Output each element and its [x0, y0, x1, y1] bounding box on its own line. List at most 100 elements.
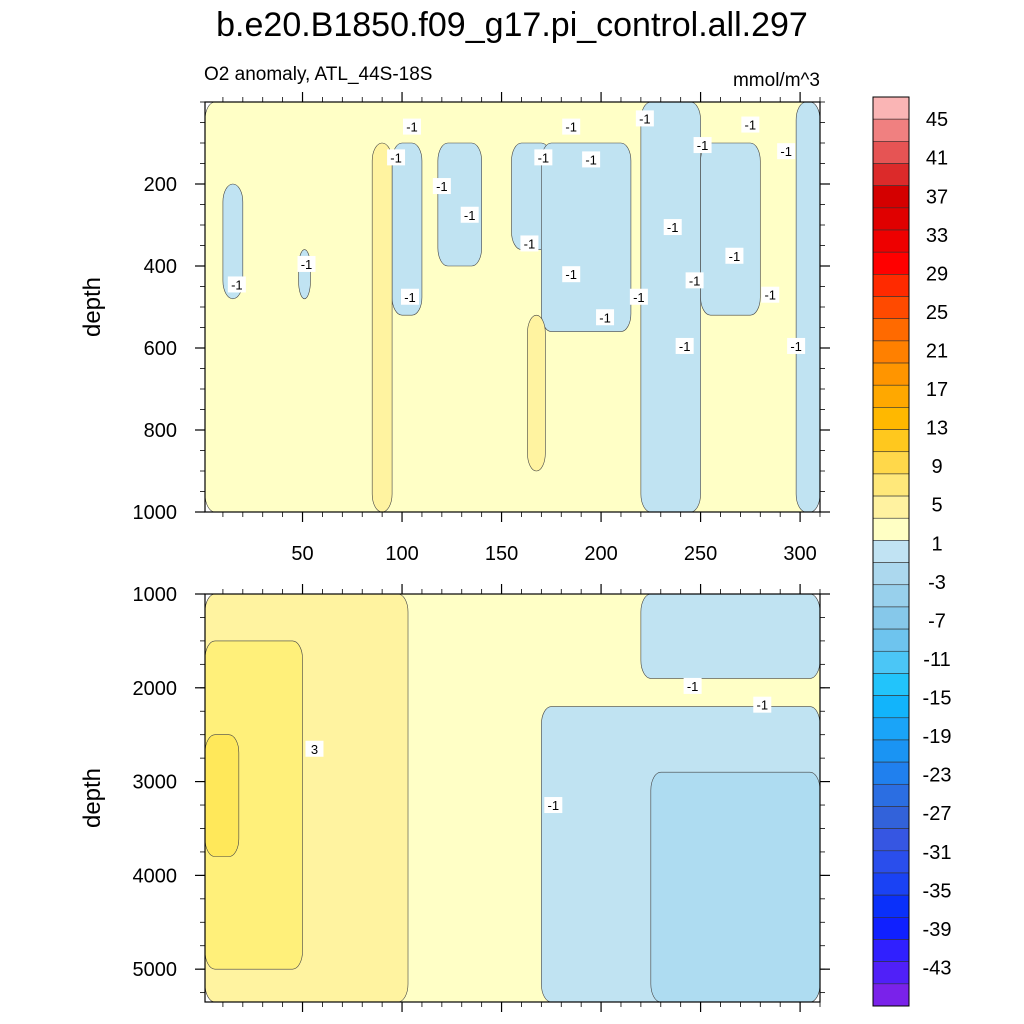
chart-units-label: mmol/m^3: [733, 70, 820, 91]
colorbar-swatch-30: [872, 761, 910, 785]
colorbar-swatch-15: [872, 429, 910, 453]
colorbar-swatch-33: [872, 828, 910, 852]
colorbar-swatch-29: [872, 739, 910, 763]
contour-label-upper-2: -1: [432, 178, 451, 195]
colorbar-label-4: 29: [926, 263, 948, 285]
contour-label-text: -1: [390, 150, 402, 165]
y-tick-label-lower-0: 1000: [133, 584, 178, 606]
contour-region-lower-5: [640, 593, 821, 679]
contour-label-lower-2: -1: [683, 677, 702, 694]
colorbar-swatch-26: [872, 673, 910, 696]
contour-label-upper-4: -1: [562, 118, 581, 135]
colorbar-swatch-28: [872, 717, 910, 741]
colorbar-swatch-19: [872, 517, 910, 541]
colorbar-label-3: 33: [926, 225, 948, 247]
colorbar-swatch-31: [872, 783, 910, 807]
colorbar-label-12: -3: [928, 572, 946, 594]
colorbar-swatch-40: [872, 983, 910, 1007]
contour-label-text: -1: [524, 236, 536, 251]
contour-label-upper-9: -1: [741, 116, 760, 133]
colorbar-swatch-23: [872, 606, 910, 630]
contour-label-upper-13: -1: [297, 255, 316, 272]
colorbar-swatch-34: [872, 850, 910, 874]
contour-label-lower-3: -1: [753, 696, 772, 713]
contour-label-upper-16: -1: [562, 266, 581, 283]
contour-label-text: -1: [790, 339, 802, 354]
lower-panel: 3 -1 -1 -1 1000 2000 3000 4000 5000 depth: [79, 584, 830, 1012]
contour-region-upper-10: [371, 142, 393, 513]
colorbar-label-8: 13: [926, 418, 948, 440]
colorbar-swatch-11: [872, 340, 910, 364]
contour-region-upper-9: [700, 142, 761, 316]
y-tick-label-lower-3: 4000: [133, 865, 178, 887]
colorbar: 45 41 37 33 29 25 21 17 13 9 5 1 -3 -7 -11 -15 -19 -23 -27…: [872, 96, 952, 1007]
y-tick-label-upper-2: 600: [144, 338, 177, 360]
contour-label-upper-5: -1: [534, 149, 553, 166]
colorbar-swatch-6: [872, 229, 910, 253]
colorbar-frame: [872, 96, 910, 1007]
colorbar-swatch-10: [872, 318, 910, 342]
contour-label-text: -1: [585, 152, 597, 167]
contour-label-text: -1: [667, 220, 679, 235]
contour-label-text: -1: [745, 118, 757, 133]
contour-label-text: -1: [538, 150, 550, 165]
colorbar-swatch-14: [872, 407, 910, 430]
contour-label-text: -1: [464, 208, 476, 223]
colorbar-swatch-3: [872, 163, 910, 186]
contour-label-upper-0: -1: [402, 118, 421, 135]
contour-label-text: -1: [679, 339, 691, 354]
y-axis-label-upper: depth: [79, 277, 106, 337]
colorbar-swatch-18: [872, 495, 910, 519]
colorbar-label-14: -11: [923, 649, 950, 671]
contour-label-upper-14: -1: [227, 276, 246, 293]
colorbar-swatch-16: [872, 451, 910, 475]
colorbar-swatch-0: [872, 96, 910, 120]
colorbar-label-20: -35: [923, 880, 952, 902]
x-tick-label-5: 300: [783, 543, 816, 565]
y-tick-label-upper-4: 1000: [133, 502, 178, 524]
colorbar-swatch-20: [872, 540, 910, 563]
contour-label-text: -1: [301, 257, 313, 272]
contour-label-text: -1: [697, 138, 709, 153]
colorbar-label-13: -7: [928, 610, 946, 632]
contour-label-text: -1: [687, 679, 699, 694]
contour-label-text: -1: [639, 111, 651, 126]
colorbar-label-5: 25: [926, 302, 948, 324]
x-tick-label-1: 100: [385, 543, 418, 565]
colorbar-swatch-32: [872, 806, 910, 829]
colorbar-swatch-35: [872, 872, 910, 896]
contour-label-upper-20: -1: [725, 247, 744, 264]
colorbar-swatch-38: [872, 939, 910, 962]
colorbar-swatch-24: [872, 628, 910, 652]
x-tick-label-0: 50: [291, 543, 313, 565]
contour-label-lower-0: 3: [305, 740, 324, 757]
contour-label-upper-23: -1: [787, 337, 806, 354]
colorbar-swatch-9: [872, 296, 910, 320]
contour-label-upper-3: -1: [460, 206, 479, 223]
x-tick-label-2: 150: [485, 543, 518, 565]
colorbar-label-17: -23: [923, 765, 952, 787]
colorbar-label-0: 45: [926, 109, 948, 131]
y-axis-label-lower: depth: [79, 768, 106, 828]
contour-label-upper-8: -1: [693, 137, 712, 154]
y-tick-label-upper-1: 400: [144, 256, 177, 278]
y-tick-label-lower-2: 3000: [133, 772, 178, 794]
contour-label-upper-1: -1: [387, 149, 406, 166]
contour-region-upper-1: [640, 101, 701, 513]
colorbar-swatch-21: [872, 562, 910, 586]
contour-label-text: -1: [689, 273, 701, 288]
colorbar-label-22: -43: [923, 957, 952, 979]
colorbar-swatch-2: [872, 141, 910, 164]
colorbar-swatch-7: [872, 251, 910, 275]
contour-label-text: -1: [599, 310, 611, 325]
colorbar-label-18: -27: [923, 803, 952, 825]
x-tick-label-4: 250: [684, 543, 717, 565]
colorbar-label-16: -19: [923, 726, 952, 748]
colorbar-swatch-1: [872, 118, 910, 142]
colorbar-label-10: 5: [931, 495, 942, 517]
contour-region-upper-2: [795, 101, 821, 513]
colorbar-swatch-12: [872, 362, 910, 386]
contour-label-text: -1: [565, 120, 577, 135]
colorbar-label-2: 37: [926, 186, 948, 208]
contour-label-text: -1: [548, 798, 560, 813]
